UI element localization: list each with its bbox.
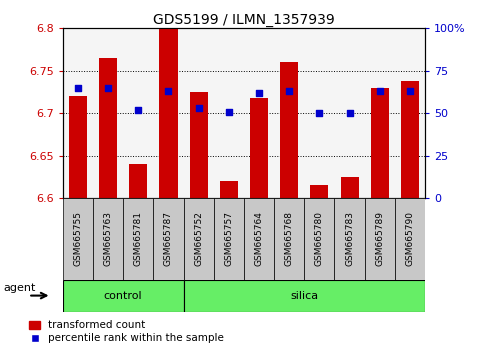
Point bbox=[104, 85, 112, 91]
Text: GSM665764: GSM665764 bbox=[255, 211, 264, 267]
Text: GSM665757: GSM665757 bbox=[224, 211, 233, 267]
Point bbox=[225, 109, 233, 114]
Bar bbox=[304, 198, 334, 280]
Text: GSM665752: GSM665752 bbox=[194, 211, 203, 267]
Bar bbox=[334, 198, 365, 280]
Bar bbox=[93, 198, 123, 280]
Bar bbox=[371, 88, 389, 198]
Bar bbox=[304, 28, 334, 198]
Bar bbox=[220, 181, 238, 198]
Point bbox=[134, 107, 142, 113]
Text: GSM665789: GSM665789 bbox=[375, 211, 384, 267]
Bar bbox=[63, 198, 93, 280]
Bar bbox=[123, 198, 154, 280]
Bar bbox=[184, 28, 213, 198]
Bar bbox=[395, 198, 425, 280]
Bar bbox=[250, 98, 268, 198]
Bar bbox=[184, 198, 213, 280]
Bar bbox=[213, 198, 244, 280]
Point bbox=[406, 88, 414, 94]
Bar bbox=[63, 280, 184, 312]
Bar bbox=[280, 62, 298, 198]
Point bbox=[255, 90, 263, 96]
Bar bbox=[189, 92, 208, 198]
Bar bbox=[395, 28, 425, 198]
Legend: transformed count, percentile rank within the sample: transformed count, percentile rank withi… bbox=[29, 320, 224, 343]
Bar bbox=[123, 28, 154, 198]
Bar bbox=[334, 28, 365, 198]
Text: GSM665768: GSM665768 bbox=[284, 211, 294, 267]
Bar bbox=[401, 81, 419, 198]
Point bbox=[346, 110, 354, 116]
Text: control: control bbox=[104, 291, 142, 301]
Title: GDS5199 / ILMN_1357939: GDS5199 / ILMN_1357939 bbox=[153, 13, 335, 27]
Bar bbox=[244, 198, 274, 280]
Bar bbox=[244, 28, 274, 198]
Bar bbox=[184, 280, 425, 312]
Text: GSM665790: GSM665790 bbox=[405, 211, 414, 267]
Bar bbox=[365, 198, 395, 280]
Bar bbox=[365, 28, 395, 198]
Bar bbox=[213, 28, 244, 198]
Text: GSM665781: GSM665781 bbox=[134, 211, 143, 267]
Bar bbox=[63, 28, 93, 198]
Text: GSM665755: GSM665755 bbox=[73, 211, 83, 267]
Bar bbox=[69, 96, 87, 198]
Bar bbox=[159, 28, 178, 198]
Text: GSM665763: GSM665763 bbox=[103, 211, 113, 267]
Point bbox=[315, 110, 323, 116]
Bar bbox=[341, 177, 358, 198]
Bar bbox=[274, 198, 304, 280]
Bar bbox=[129, 164, 147, 198]
Bar bbox=[154, 198, 184, 280]
Bar bbox=[274, 28, 304, 198]
Bar bbox=[311, 185, 328, 198]
Bar bbox=[99, 58, 117, 198]
Text: GSM665787: GSM665787 bbox=[164, 211, 173, 267]
Text: GSM665780: GSM665780 bbox=[315, 211, 324, 267]
Point bbox=[165, 88, 172, 94]
Bar bbox=[93, 28, 123, 198]
Text: silica: silica bbox=[290, 291, 318, 301]
Text: GSM665783: GSM665783 bbox=[345, 211, 354, 267]
Point bbox=[195, 105, 202, 111]
Bar bbox=[154, 28, 184, 198]
Point bbox=[285, 88, 293, 94]
Point bbox=[74, 85, 82, 91]
Point bbox=[376, 88, 384, 94]
Text: agent: agent bbox=[3, 282, 36, 293]
